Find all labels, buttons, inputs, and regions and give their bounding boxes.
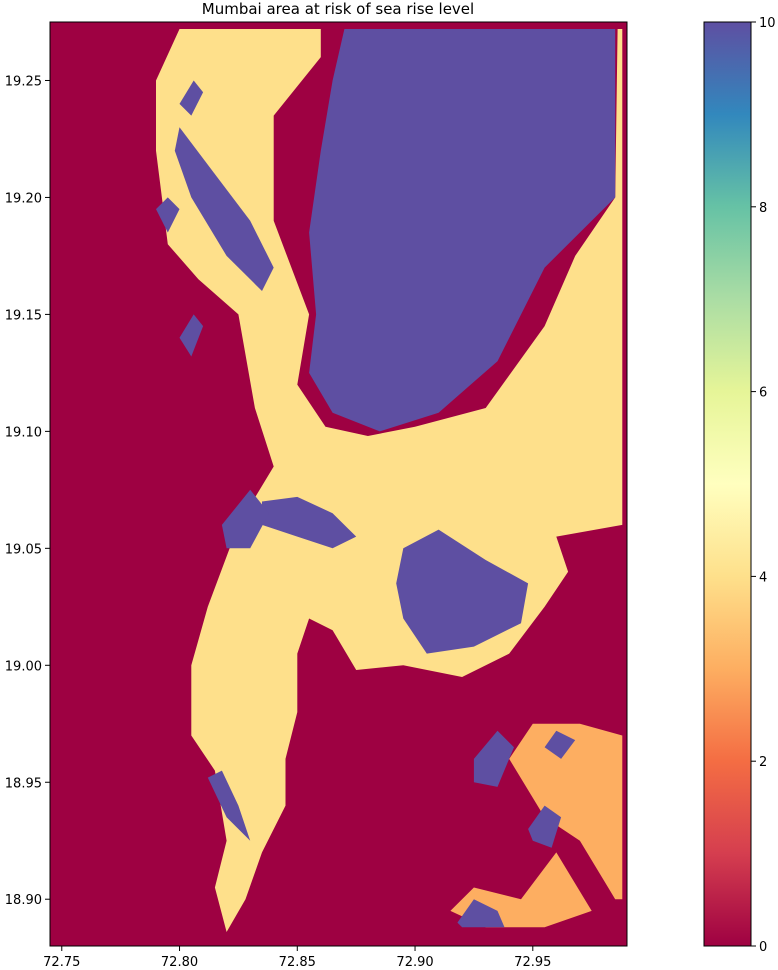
region-southeast-pond <box>528 805 562 848</box>
region-madh-island <box>156 197 180 233</box>
y-tick-label: 19.00 <box>5 659 42 674</box>
colorbar-ticks: 0 2 4 6 8 10 <box>751 16 776 955</box>
colorbar-tick-label: 0 <box>759 940 767 955</box>
colorbar: 0 2 4 6 8 10 <box>703 16 776 955</box>
chart-title: Mumbai area at risk of sea rise level <box>202 0 474 18</box>
region-north-island <box>179 80 204 116</box>
colorbar-tick-label: 4 <box>759 570 767 585</box>
y-tick-label: 18.95 <box>5 776 42 791</box>
y-tick-label: 19.05 <box>5 542 42 557</box>
x-axis: 72.75 72.80 72.85 72.90 72.95 <box>43 946 551 970</box>
x-tick-label: 72.95 <box>514 955 551 970</box>
plot-frame <box>49 21 628 947</box>
colorbar-frame <box>703 21 752 947</box>
colorbar-tick-label: 6 <box>759 386 767 401</box>
region-versova-patch <box>179 314 204 357</box>
region-mahim-creek <box>262 496 357 549</box>
heatmap-regions <box>156 29 623 932</box>
x-tick-label: 72.90 <box>396 955 433 970</box>
x-tick-label: 72.80 <box>161 955 198 970</box>
region-thane-creek-basin <box>309 29 616 432</box>
colorbar-tick-label: 2 <box>759 755 767 770</box>
plot-area <box>49 21 628 947</box>
y-tick-label: 19.25 <box>5 74 42 89</box>
region-west-wetland <box>221 489 269 549</box>
colorbar-tick-label: 8 <box>759 201 767 216</box>
y-axis: 18.90 18.95 19.00 19.05 19.10 19.15 19.20 19.25 <box>5 74 50 908</box>
region-malad-creek <box>174 127 274 291</box>
region-colaba-point <box>207 770 251 841</box>
x-tick-label: 72.85 <box>279 955 316 970</box>
region-elephanta-island <box>473 730 514 787</box>
region-mainland-landmass <box>156 29 623 932</box>
region-mahul-bay <box>396 529 529 654</box>
region-butcher-island <box>544 730 576 759</box>
y-tick-label: 19.20 <box>5 191 42 206</box>
y-tick-label: 19.15 <box>5 308 42 323</box>
region-south-mudflat-pond <box>457 899 505 928</box>
y-tick-label: 19.10 <box>5 425 42 440</box>
region-southeast-islands <box>509 723 623 900</box>
colorbar-fill <box>704 22 751 946</box>
y-tick-label: 18.90 <box>5 893 42 908</box>
colorbar-tick-label: 10 <box>759 16 776 31</box>
x-tick-label: 72.75 <box>43 955 80 970</box>
